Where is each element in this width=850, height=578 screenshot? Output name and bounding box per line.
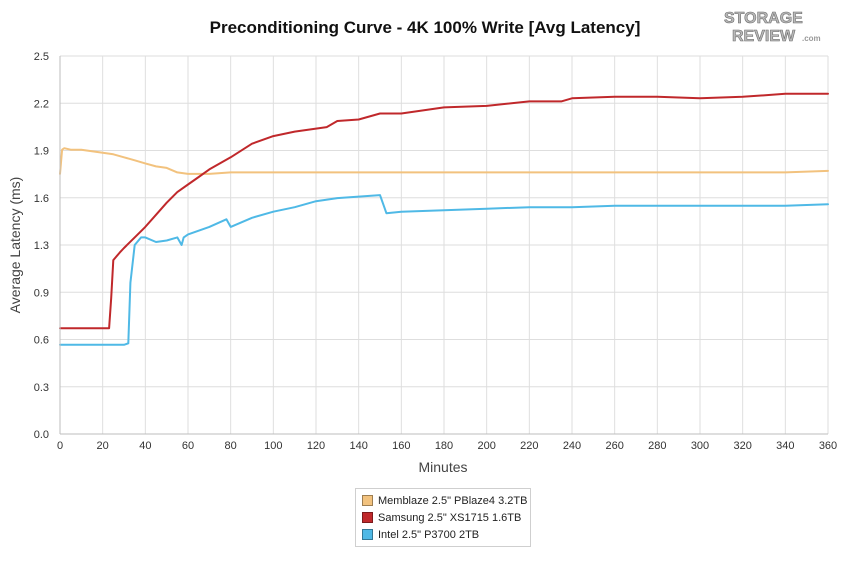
legend-label: Samsung 2.5" XS1715 1.6TB <box>378 511 522 524</box>
x-tick-label: 260 <box>605 440 623 452</box>
series-layer <box>59 92 829 346</box>
x-tick-label: 20 <box>97 440 109 452</box>
x-tick-label: 360 <box>819 440 837 452</box>
x-tick-label: 0 <box>57 440 63 452</box>
x-tick-label: 280 <box>648 440 666 452</box>
axes: 0 20 40 60 80 100 120 140 160 180 200 220 240 260 280 3… <box>34 51 837 452</box>
y-tick-label: 1.9 <box>34 146 49 158</box>
logo-suffix: .com <box>802 34 821 43</box>
x-tick-label: 60 <box>182 440 194 452</box>
x-tick-label: 300 <box>691 440 709 452</box>
x-tick-label: 140 <box>349 440 367 452</box>
legend-label: Intel 2.5" P3700 2TB <box>378 528 480 541</box>
x-tick-label: 100 <box>264 440 282 452</box>
x-tick-label: 220 <box>520 440 538 452</box>
logo-line2: REVIEW <box>732 28 796 44</box>
logo-line1: STORAGE <box>724 10 803 27</box>
x-tick-label: 180 <box>435 440 453 452</box>
x-tick-label: 120 <box>307 440 325 452</box>
series-line-1 <box>59 147 829 175</box>
series-line-2 <box>59 92 829 330</box>
legend-swatch <box>362 512 373 523</box>
legend-label: Memblaze 2.5" PBlaze4 3.2TB <box>378 494 528 507</box>
chart-title: Preconditioning Curve - 4K 100% Write [A… <box>209 18 641 37</box>
x-tick-label: 340 <box>776 440 794 452</box>
x-tick-label: 40 <box>139 440 151 452</box>
y-tick-label: 2.2 <box>34 98 49 110</box>
legend-item: Samsung 2.5" XS1715 1.6TB <box>362 509 530 526</box>
y-tick-label: 0.3 <box>34 382 49 394</box>
chart-plot: 0 20 40 60 80 100 120 140 160 180 200 220 240 260 280 3… <box>7 51 837 475</box>
y-tick-label: 0.9 <box>34 287 49 299</box>
x-tick-label: 160 <box>392 440 410 452</box>
x-tick-label: 200 <box>477 440 495 452</box>
legend-swatch <box>362 529 373 540</box>
legend-swatch <box>362 495 373 506</box>
y-axis-title: Average Latency (ms) <box>7 177 23 314</box>
chart-legend: Memblaze 2.5" PBlaze4 3.2TB Samsung 2.5" … <box>355 488 531 547</box>
x-tick-label: 320 <box>733 440 751 452</box>
x-axis-title: Minutes <box>418 459 467 475</box>
y-tick-label: 1.3 <box>34 240 49 252</box>
y-tick-label: 2.5 <box>34 51 49 63</box>
y-tick-label: 0.0 <box>34 429 49 441</box>
legend-item: Memblaze 2.5" PBlaze4 3.2TB <box>362 492 530 509</box>
y-tick-label: 1.6 <box>34 193 49 205</box>
grid <box>59 55 829 435</box>
legend-item: Intel 2.5" P3700 2TB <box>362 526 530 543</box>
storagereview-logo: STORAGE REVIEW .com <box>724 10 821 44</box>
series-line-3 <box>59 194 829 346</box>
x-tick-label: 240 <box>563 440 581 452</box>
y-tick-label: 0.6 <box>34 335 49 347</box>
x-tick-label: 80 <box>225 440 237 452</box>
